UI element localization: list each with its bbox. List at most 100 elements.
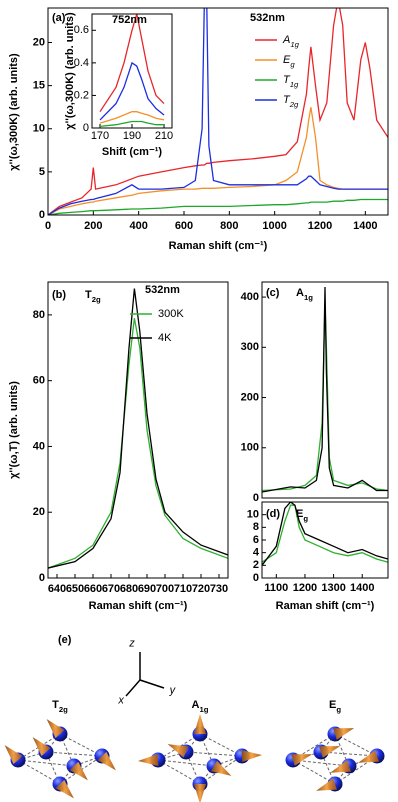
y-tick-label: 0 — [253, 492, 259, 504]
x-tick-label: 700 — [156, 583, 174, 595]
x-tick-label: 200 — [84, 220, 102, 232]
x-tick-label: 1400 — [353, 220, 377, 232]
x-tick-label: 1300 — [321, 582, 345, 594]
y-axis-label: χ''(ω,300K) (arb. units) — [64, 12, 76, 130]
bond — [45, 733, 61, 753]
bond — [59, 765, 75, 785]
legend-label: 4K — [158, 332, 172, 344]
mode-title: Eg — [329, 699, 341, 714]
displacement-cone — [138, 754, 159, 766]
series-line — [262, 502, 388, 566]
bond — [185, 733, 201, 753]
axis-name: z — [128, 638, 135, 650]
plot-frame — [261, 501, 389, 579]
x-axis-label: Raman shift (cm⁻¹) — [276, 600, 375, 612]
x-tick-label: 680 — [120, 583, 138, 595]
mode-label: T2g — [85, 289, 101, 304]
x-tick-label: 210 — [155, 130, 173, 142]
y-tick-label: 8 — [253, 521, 259, 533]
displacement-cone — [167, 744, 189, 758]
bond — [45, 751, 103, 757]
x-tick-label: 730 — [210, 583, 228, 595]
displacement-cone — [46, 719, 65, 738]
annotation: 532nm — [250, 12, 285, 24]
y-tick-label: 20 — [33, 36, 45, 48]
bond — [292, 759, 336, 785]
x-tick-label: 720 — [192, 583, 210, 595]
x-tick-label: 690 — [138, 583, 156, 595]
x-axis-label: Raman shift (cm⁻¹) — [169, 240, 268, 252]
series-line — [99, 61, 165, 121]
displacement-cone — [194, 714, 206, 734]
displacement-cone — [291, 754, 313, 766]
x-tick-label: 650 — [66, 583, 84, 595]
x-tick-label: 1200 — [293, 582, 317, 594]
x-tick-label: 1400 — [350, 582, 374, 594]
y-tick-label: 10 — [33, 123, 45, 135]
bond — [17, 733, 61, 761]
series-line — [48, 318, 228, 569]
bond — [199, 733, 243, 757]
x-tick-label: 710 — [174, 583, 192, 595]
y-tick-label: 40 — [33, 440, 45, 452]
plot-frame — [261, 281, 389, 499]
series-line — [48, 198, 388, 215]
bond — [157, 733, 201, 761]
bond — [157, 759, 215, 767]
y-tick-label: 2 — [253, 559, 259, 571]
displacement-cone — [194, 784, 206, 802]
panel-label: (c) — [266, 287, 280, 299]
legend-label: Eg — [283, 54, 295, 69]
bond — [320, 751, 378, 757]
displacement-cone — [4, 745, 23, 764]
y-tick-label: 80 — [33, 309, 45, 321]
plot-frame — [91, 13, 173, 129]
x-tick-label: 600 — [175, 220, 193, 232]
y-tick-label: 60 — [33, 375, 45, 387]
displacement-cone — [319, 746, 341, 758]
y-tick-label: 0 — [39, 209, 45, 221]
y-axis-label: χ''(ω,T) (arb. units) — [8, 381, 20, 479]
y-tick-label: 4 — [253, 547, 260, 559]
y-tick-label: 300 — [241, 341, 259, 353]
displacement-cone — [316, 778, 338, 791]
displacement-cone — [333, 728, 355, 740]
x-tick-label: 1100 — [264, 582, 288, 594]
bond — [320, 733, 336, 753]
y-tick-label: 5 — [39, 166, 45, 178]
bond — [292, 759, 350, 767]
y-tick-label: 200 — [241, 391, 259, 403]
plot-frame — [47, 281, 229, 579]
x-tick-label: 640 — [48, 583, 66, 595]
displacement-cone — [241, 750, 262, 762]
x-tick-label: 660 — [84, 583, 102, 595]
displacement-cone — [97, 751, 116, 771]
y-axis-label: χ''(ω,300K) (arb. units) — [8, 53, 20, 171]
x-axis-label: Shift (cm⁻¹) — [102, 146, 163, 158]
legend-label: 300K — [158, 308, 184, 320]
series-line — [48, 8, 388, 215]
bond — [59, 733, 103, 757]
x-tick-label: 170 — [91, 130, 109, 142]
x-tick-label: 670 — [102, 583, 120, 595]
y-tick-label: 0.2 — [74, 89, 89, 101]
mode-title: T2g — [52, 699, 68, 714]
legend-label: T1g — [283, 74, 299, 89]
legend-label: A1g — [282, 34, 300, 49]
y-tick-label: 0 — [83, 122, 89, 134]
series-line — [262, 302, 388, 492]
bond — [157, 759, 201, 785]
series-line — [99, 14, 165, 113]
bond — [334, 733, 378, 757]
panel-label: (b) — [52, 289, 66, 301]
series-line — [262, 286, 388, 493]
displacement-cone — [32, 737, 51, 756]
x-tick-label: 800 — [220, 220, 238, 232]
y-tick-label: 0 — [39, 572, 45, 584]
x-tick-label: 190 — [123, 130, 141, 142]
displacement-cone — [358, 750, 380, 763]
bond — [185, 751, 243, 757]
legend-label: T2g — [283, 94, 299, 109]
series-line — [48, 288, 228, 569]
